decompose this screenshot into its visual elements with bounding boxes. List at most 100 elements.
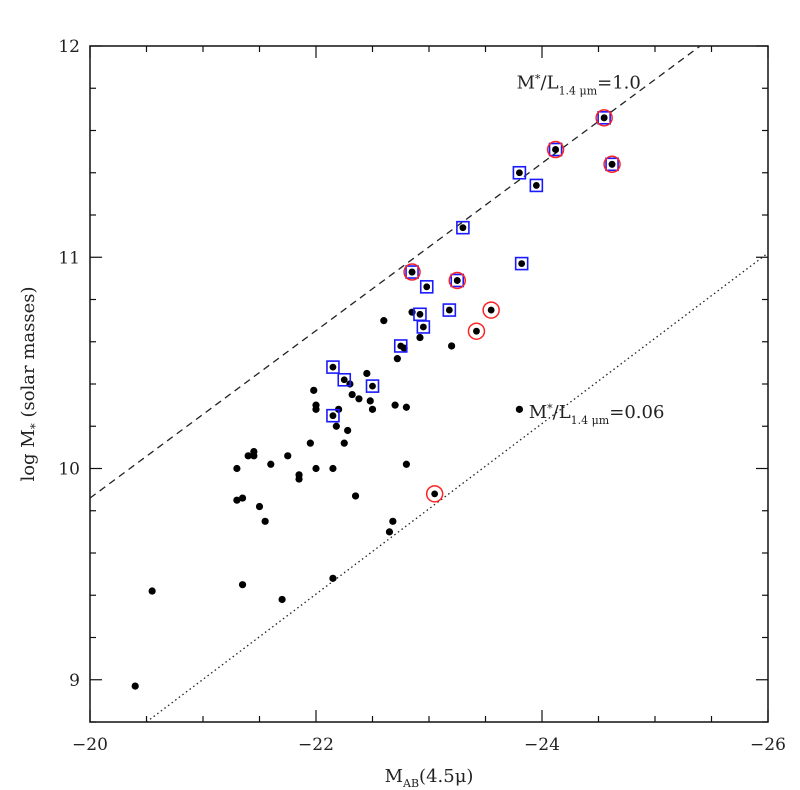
data-point xyxy=(608,160,616,168)
data-point xyxy=(419,323,427,331)
blue-square-marker xyxy=(365,379,380,393)
data-point xyxy=(329,574,337,582)
data-point xyxy=(368,405,377,413)
blue-square-marker xyxy=(337,372,352,387)
red-circle-marker xyxy=(546,140,565,159)
data-point xyxy=(552,146,559,153)
blue-square-marker xyxy=(405,265,419,279)
blue-square-marker xyxy=(419,280,434,294)
data-point xyxy=(344,426,352,435)
data-point xyxy=(284,452,292,460)
data-point xyxy=(355,395,363,403)
data-point xyxy=(238,494,247,502)
red-circle-marker xyxy=(403,263,421,281)
data-points xyxy=(131,109,621,690)
dotted-reference-line xyxy=(146,252,768,722)
data-point xyxy=(255,502,264,511)
data-point xyxy=(267,460,275,468)
data-point xyxy=(487,306,495,314)
blue-square-marker xyxy=(456,220,470,235)
data-point xyxy=(238,581,247,589)
blue-square-marker xyxy=(442,303,457,317)
x-axis-label: MAB(4.5μ) xyxy=(385,766,474,790)
data-point xyxy=(445,306,453,314)
data-point xyxy=(515,405,524,413)
y-tick-label: 10 xyxy=(58,460,80,480)
data-point xyxy=(416,333,424,342)
data-point xyxy=(329,363,337,371)
data-point xyxy=(453,277,461,284)
data-point xyxy=(244,452,252,460)
data-point xyxy=(391,401,399,409)
y-tick-label: 9 xyxy=(69,671,80,691)
plot-frame xyxy=(89,45,769,723)
axis-ticks: −20 −22 −24 −26 9 10 11 12 xyxy=(58,37,786,755)
y-axis-label: log M* (solar masses) xyxy=(18,286,42,481)
x-tick-label: −20 xyxy=(72,735,108,755)
data-point xyxy=(366,397,374,405)
data-point xyxy=(148,587,156,595)
blue-square-marker xyxy=(548,142,563,157)
data-point xyxy=(332,422,340,430)
data-point xyxy=(402,460,410,468)
data-point xyxy=(233,496,241,504)
data-point xyxy=(310,386,318,394)
data-point xyxy=(397,342,405,350)
data-point xyxy=(329,464,337,473)
data-point xyxy=(250,452,258,460)
red-circle-marker xyxy=(467,322,486,340)
data-point xyxy=(431,490,439,498)
blue-square-marker xyxy=(326,408,340,423)
data-point xyxy=(402,403,410,411)
data-point xyxy=(340,376,348,384)
blue-square-marker xyxy=(450,273,465,288)
blue-square-marker xyxy=(512,165,527,180)
data-point xyxy=(369,382,376,390)
data-point xyxy=(600,114,608,122)
red-circle-marker xyxy=(603,155,621,174)
data-point xyxy=(408,268,416,276)
red-circle-marker xyxy=(595,109,613,127)
data-point xyxy=(340,439,348,447)
data-point xyxy=(393,355,401,363)
red-circle-marker xyxy=(425,485,444,503)
blue-square-marker xyxy=(393,339,408,353)
blue-square-marker xyxy=(605,157,619,172)
data-point xyxy=(363,369,371,378)
blue-square-marker xyxy=(416,320,431,334)
dashed-reference-line xyxy=(90,46,701,499)
x-tick-label: −26 xyxy=(750,735,786,755)
data-point xyxy=(385,528,394,536)
red-circle-marker xyxy=(482,301,500,319)
data-point xyxy=(518,260,526,267)
data-point xyxy=(389,517,397,525)
blue-square-marker xyxy=(529,178,544,193)
data-point xyxy=(306,439,314,447)
data-point xyxy=(473,327,480,335)
data-point xyxy=(532,182,540,189)
data-point xyxy=(312,464,320,473)
data-point xyxy=(278,595,286,604)
data-point xyxy=(329,412,337,420)
blue-square-marker xyxy=(326,360,340,374)
annotation-ml-006: M*/L1.4 μm=0.06 xyxy=(529,402,665,427)
blue-square-marker xyxy=(597,111,611,125)
data-point xyxy=(295,471,303,479)
data-point xyxy=(416,310,424,318)
blue-square-marker xyxy=(514,256,529,271)
data-point xyxy=(312,401,320,409)
reference-lines xyxy=(90,46,768,722)
data-point xyxy=(516,169,523,177)
data-point xyxy=(380,317,388,325)
data-point xyxy=(348,390,356,399)
x-tick-label: −24 xyxy=(524,735,560,755)
y-tick-label: 12 xyxy=(58,37,80,57)
data-point xyxy=(448,342,456,350)
red-circle-marker xyxy=(448,271,466,290)
data-point xyxy=(459,224,467,232)
y-tick-label: 11 xyxy=(58,248,80,268)
data-point xyxy=(233,464,241,473)
data-point xyxy=(351,492,360,500)
data-point xyxy=(131,682,139,690)
